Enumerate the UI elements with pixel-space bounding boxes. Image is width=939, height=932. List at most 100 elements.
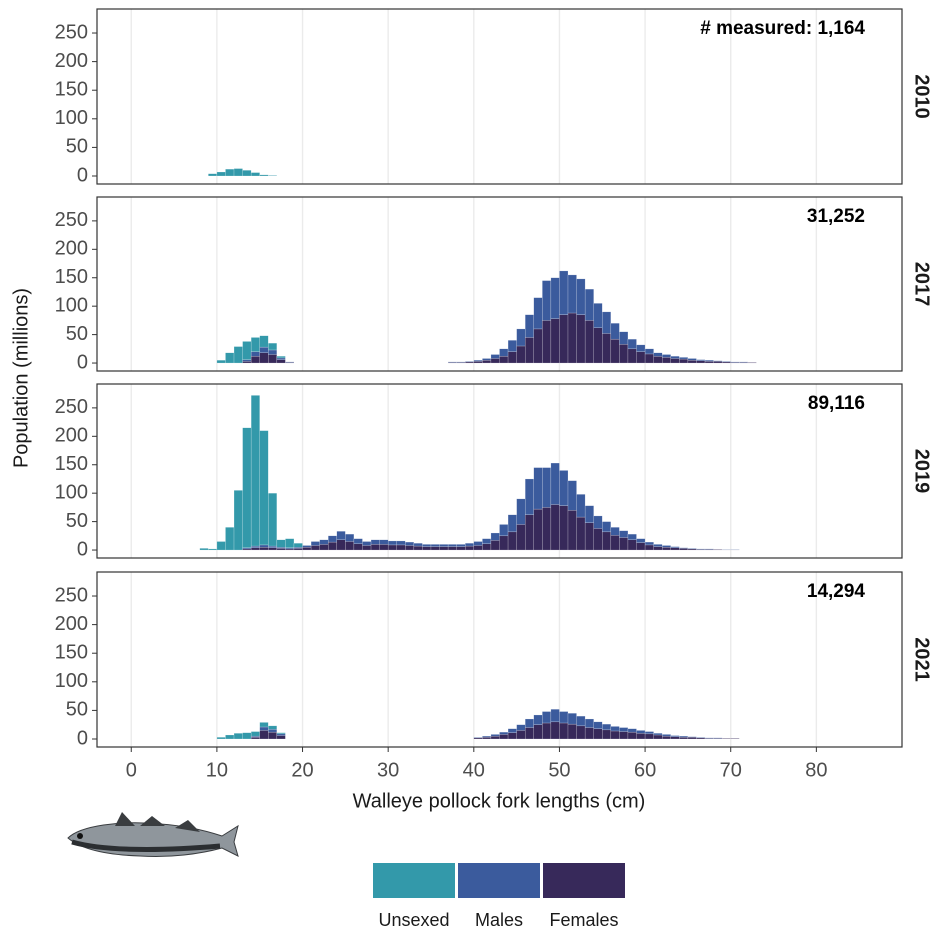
- y-tick-label: 50: [66, 699, 88, 721]
- bar-segment: [533, 328, 543, 364]
- bar-segment: [268, 545, 278, 548]
- bar-segment: [567, 723, 577, 740]
- bar-segment: [216, 541, 226, 551]
- bar-segment: [610, 323, 620, 340]
- bar-segment: [524, 718, 534, 728]
- bar-segment: [653, 734, 663, 740]
- bar-segment: [422, 544, 432, 547]
- bar-segment: [225, 527, 235, 551]
- bar-segment: [345, 533, 355, 542]
- bar-segment: [242, 427, 252, 548]
- bar-segment: [636, 538, 646, 543]
- bar-segment: [533, 724, 543, 740]
- bar-segment: [268, 342, 278, 351]
- bar-segment: [490, 540, 500, 551]
- legend-swatch: [458, 863, 540, 898]
- bar-segment: [619, 530, 629, 538]
- bar-segment: [704, 737, 714, 739]
- bar-segment: [259, 546, 269, 551]
- facet-strip-label: 2021: [911, 637, 933, 682]
- y-tick-label: 250: [55, 396, 88, 418]
- bar-segment: [704, 359, 714, 362]
- bar-segment: [602, 521, 612, 533]
- facet-annotation: # measured: 1,164: [700, 18, 865, 39]
- bar-segment: [516, 498, 526, 525]
- bar-segment: [250, 356, 260, 364]
- y-tick-label: 0: [77, 538, 88, 560]
- bar-segment: [542, 280, 552, 321]
- bar-segment: [208, 548, 218, 551]
- bar-segment: [619, 537, 629, 551]
- bar-segment: [679, 737, 689, 740]
- bar-segment: [670, 546, 680, 548]
- bar-segment: [430, 544, 440, 547]
- bar-segment: [679, 735, 689, 738]
- bar-segment: [422, 546, 432, 551]
- bar-segment: [653, 544, 663, 547]
- bar-segment: [550, 462, 560, 505]
- y-tick-label: 50: [66, 136, 88, 158]
- bar-segment: [559, 270, 569, 315]
- bar-segment: [576, 314, 586, 364]
- bar-segment: [370, 539, 380, 545]
- x-axis-title: Walleye pollock fork lengths (cm): [353, 790, 646, 812]
- bar-segment: [576, 516, 586, 551]
- bar-segment: [259, 352, 269, 364]
- x-tick-label: 70: [720, 759, 742, 781]
- bar-segment: [499, 731, 509, 735]
- panel-border: [96, 8, 903, 185]
- bar-segment: [499, 524, 509, 537]
- bar-segment: [593, 303, 603, 328]
- bar-segment: [379, 539, 389, 545]
- bar-segment: [456, 544, 466, 547]
- y-tick-label: 100: [55, 294, 88, 316]
- y-tick-label: 0: [77, 351, 88, 373]
- bar-segment: [524, 478, 534, 515]
- bar-segment: [713, 360, 723, 362]
- bar-segment: [533, 508, 543, 551]
- bar-segment: [602, 531, 612, 551]
- bar-segment: [524, 314, 534, 338]
- bar-segment: [644, 541, 654, 546]
- bar-segment: [542, 711, 552, 724]
- facet-annotation: 31,252: [807, 206, 865, 227]
- bar-segment: [310, 545, 320, 551]
- bar-segment: [268, 354, 278, 364]
- bar-segment: [379, 544, 389, 551]
- bar-segment: [490, 354, 500, 359]
- bar-segment: [353, 538, 363, 544]
- bar-segment: [328, 535, 337, 543]
- bar-segment: [439, 546, 449, 551]
- bar-segment: [413, 545, 423, 551]
- bar-segment: [687, 737, 697, 740]
- bar-segment: [473, 541, 483, 546]
- bar-segment: [627, 728, 637, 733]
- legend-label: Males: [475, 910, 523, 930]
- bar-segment: [319, 539, 329, 545]
- y-tick-label: 150: [55, 641, 88, 663]
- y-tick-label: 100: [55, 481, 88, 503]
- bar-segment: [490, 735, 500, 740]
- y-tick-label: 100: [55, 107, 88, 129]
- bar-segment: [276, 733, 286, 736]
- bar-segment: [516, 724, 526, 731]
- bar-segment: [593, 327, 603, 364]
- bar-segment: [482, 543, 492, 551]
- bar-segment: [662, 546, 671, 551]
- bar-segment: [268, 547, 278, 551]
- bar-segment: [653, 733, 663, 736]
- bar-segment: [662, 735, 671, 740]
- legend-swatch: [543, 863, 625, 898]
- bar-segment: [250, 547, 260, 551]
- y-tick-label: 50: [66, 510, 88, 532]
- bar-segment: [730, 361, 740, 363]
- x-tick-label: 0: [126, 759, 137, 781]
- bar-segment: [559, 505, 569, 551]
- bar-segment: [533, 714, 543, 725]
- bar-segment: [465, 543, 475, 547]
- bar-segment: [627, 539, 637, 551]
- facet-strip-label: 2019: [911, 449, 933, 494]
- y-tick-label: 0: [77, 727, 88, 749]
- facet-strip-label: 2017: [911, 262, 933, 307]
